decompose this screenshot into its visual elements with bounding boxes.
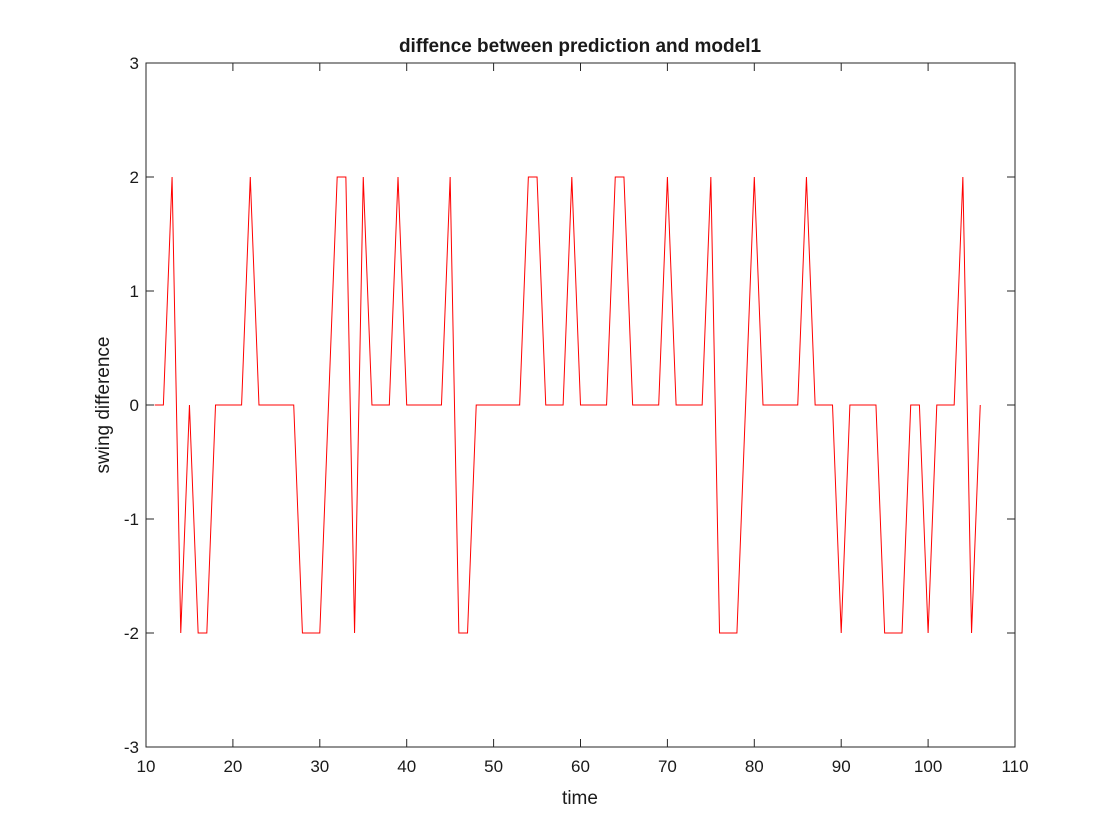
- x-axis-label: time: [562, 788, 598, 809]
- y-tick-label: 3: [130, 54, 139, 73]
- y-tick-label: -1: [124, 510, 139, 529]
- x-tick-label: 20: [223, 757, 242, 776]
- x-tick-label: 50: [484, 757, 503, 776]
- chart-title: diffence between prediction and model1: [399, 36, 762, 57]
- y-tick-label: 0: [130, 396, 139, 415]
- x-tick-label: 10: [137, 757, 156, 776]
- y-tick-label: 1: [130, 282, 139, 301]
- y-tick-label: 2: [130, 168, 139, 187]
- x-tick-label: 30: [310, 757, 329, 776]
- ticks-layer: [145, 62, 1016, 748]
- series-line-1: [154, 176, 981, 634]
- x-tick-label: 110: [1001, 757, 1028, 776]
- x-tick-label: 100: [914, 757, 942, 776]
- x-tick-label: 80: [745, 757, 764, 776]
- x-tick-label: 60: [571, 757, 590, 776]
- x-tick-label: 90: [832, 757, 851, 776]
- y-tick-label: -2: [124, 624, 139, 643]
- series-layer: [154, 176, 981, 634]
- y-tick-label: -3: [124, 738, 139, 757]
- x-tick-label: 70: [658, 757, 677, 776]
- x-tick-label: 40: [397, 757, 416, 776]
- tick-labels-layer: 10 20 30 40 50 60 70 80 90 100 110 -3 -2 -1 0 1 2 3: [124, 54, 1029, 776]
- y-axis-label: swing difference: [93, 337, 114, 474]
